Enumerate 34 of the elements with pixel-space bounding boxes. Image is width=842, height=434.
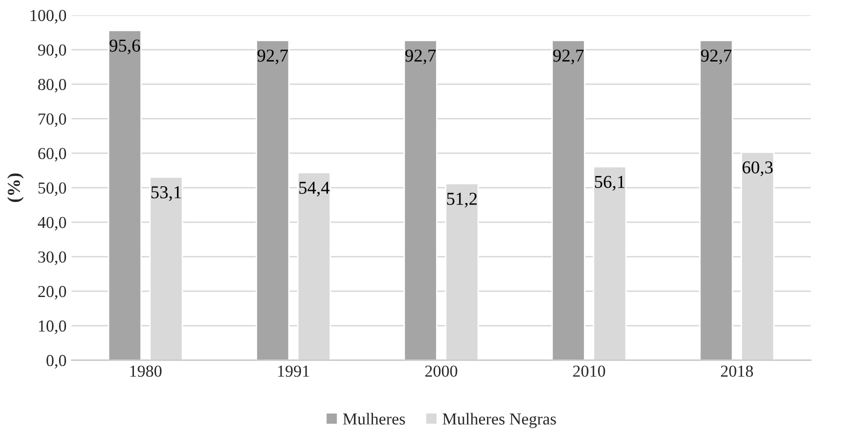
data-label: 95,6: [110, 40, 140, 54]
x-tick-label: 2000: [425, 366, 458, 377]
y-tick-label: 50,0: [38, 182, 66, 196]
data-label: 60,3: [742, 161, 773, 176]
data-label: 56,1: [595, 176, 624, 191]
y-tick-label: 80,0: [38, 78, 66, 93]
bar: [256, 40, 290, 360]
x-tick-label: 1991: [278, 366, 310, 377]
bar: [108, 30, 142, 360]
y-axis-title: (%): [7, 173, 24, 202]
y-tick-label: 90,0: [38, 44, 66, 58]
y-tick-label: 100,0: [30, 10, 66, 24]
data-label: 92,7: [701, 50, 732, 64]
bar: [699, 40, 734, 360]
data-label: 54,4: [299, 182, 330, 196]
y-tick-label: 70,0: [38, 113, 66, 128]
data-label: 92,7: [405, 50, 436, 64]
data-label: 51,2: [447, 192, 477, 208]
bar: [551, 40, 586, 360]
x-tick-label: 2018: [720, 366, 753, 377]
data-label: 92,7: [553, 50, 584, 64]
y-tick-label: 40,0: [38, 216, 66, 231]
x-tick-label: 2010: [573, 366, 606, 377]
y-tick-label: 0,0: [46, 354, 66, 369]
data-label: 53,1: [151, 186, 181, 201]
data-label: 92,7: [257, 50, 288, 64]
legend-label: Mulheres Negras: [442, 412, 556, 428]
legend-label: Mulheres: [343, 412, 405, 425]
y-tick-label: 30,0: [38, 251, 66, 266]
x-tick-label: 1980: [130, 366, 162, 377]
y-tick-label: 10,0: [39, 320, 66, 334]
y-tick-label: 20,0: [38, 286, 66, 300]
y-tick-label: 60,0: [38, 148, 66, 162]
bar: [404, 40, 438, 360]
